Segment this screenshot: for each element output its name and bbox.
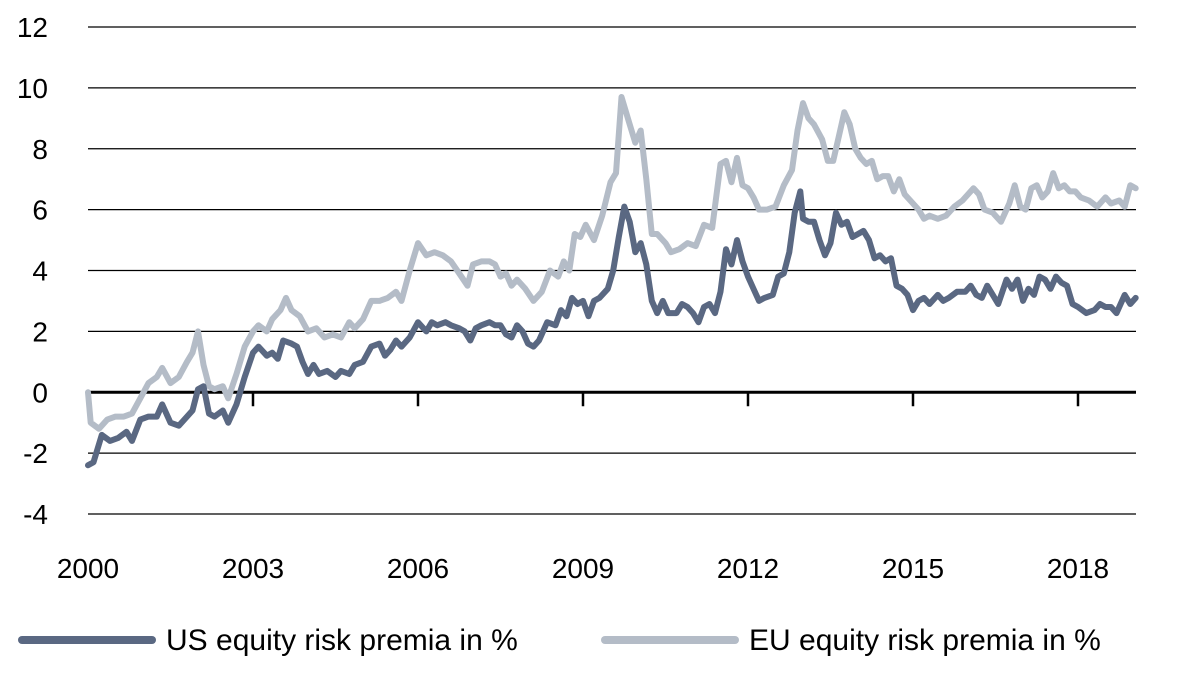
y-tick-label: 10 <box>17 73 48 104</box>
series-line-eu <box>85 94 1139 432</box>
y-tick-label: 4 <box>32 256 48 287</box>
legend: US equity risk premia in % EU equity risk… <box>18 624 1101 657</box>
series-lines <box>85 94 1139 469</box>
x-tick-label: 2000 <box>57 553 119 584</box>
x-tick-label: 2012 <box>717 553 779 584</box>
y-tick-label: 8 <box>32 134 48 165</box>
x-tick-label: 2015 <box>882 553 944 584</box>
legend-label-eu: EU equity risk premia in % <box>749 624 1101 657</box>
y-tick-label: -4 <box>23 499 48 530</box>
x-tick-label: 2006 <box>387 553 449 584</box>
legend-label-us: US equity risk premia in % <box>166 624 518 657</box>
x-tick-label: 2003 <box>222 553 284 584</box>
series-line-us <box>85 188 1139 469</box>
y-tick-label: 6 <box>32 195 48 226</box>
y-tick-label: -2 <box>23 438 48 469</box>
x-tick-label: 2009 <box>552 553 614 584</box>
y-tick-label: 12 <box>17 12 48 43</box>
x-axis: 2000 2003 2006 2009 2012 2015 2018 <box>57 390 1136 584</box>
y-tick-label: 2 <box>32 316 48 347</box>
x-tick-label: 2018 <box>1047 553 1109 584</box>
y-axis-ticks: 12 10 8 6 4 2 0 -2 -4 <box>17 12 48 530</box>
y-tick-label: 0 <box>32 377 48 408</box>
